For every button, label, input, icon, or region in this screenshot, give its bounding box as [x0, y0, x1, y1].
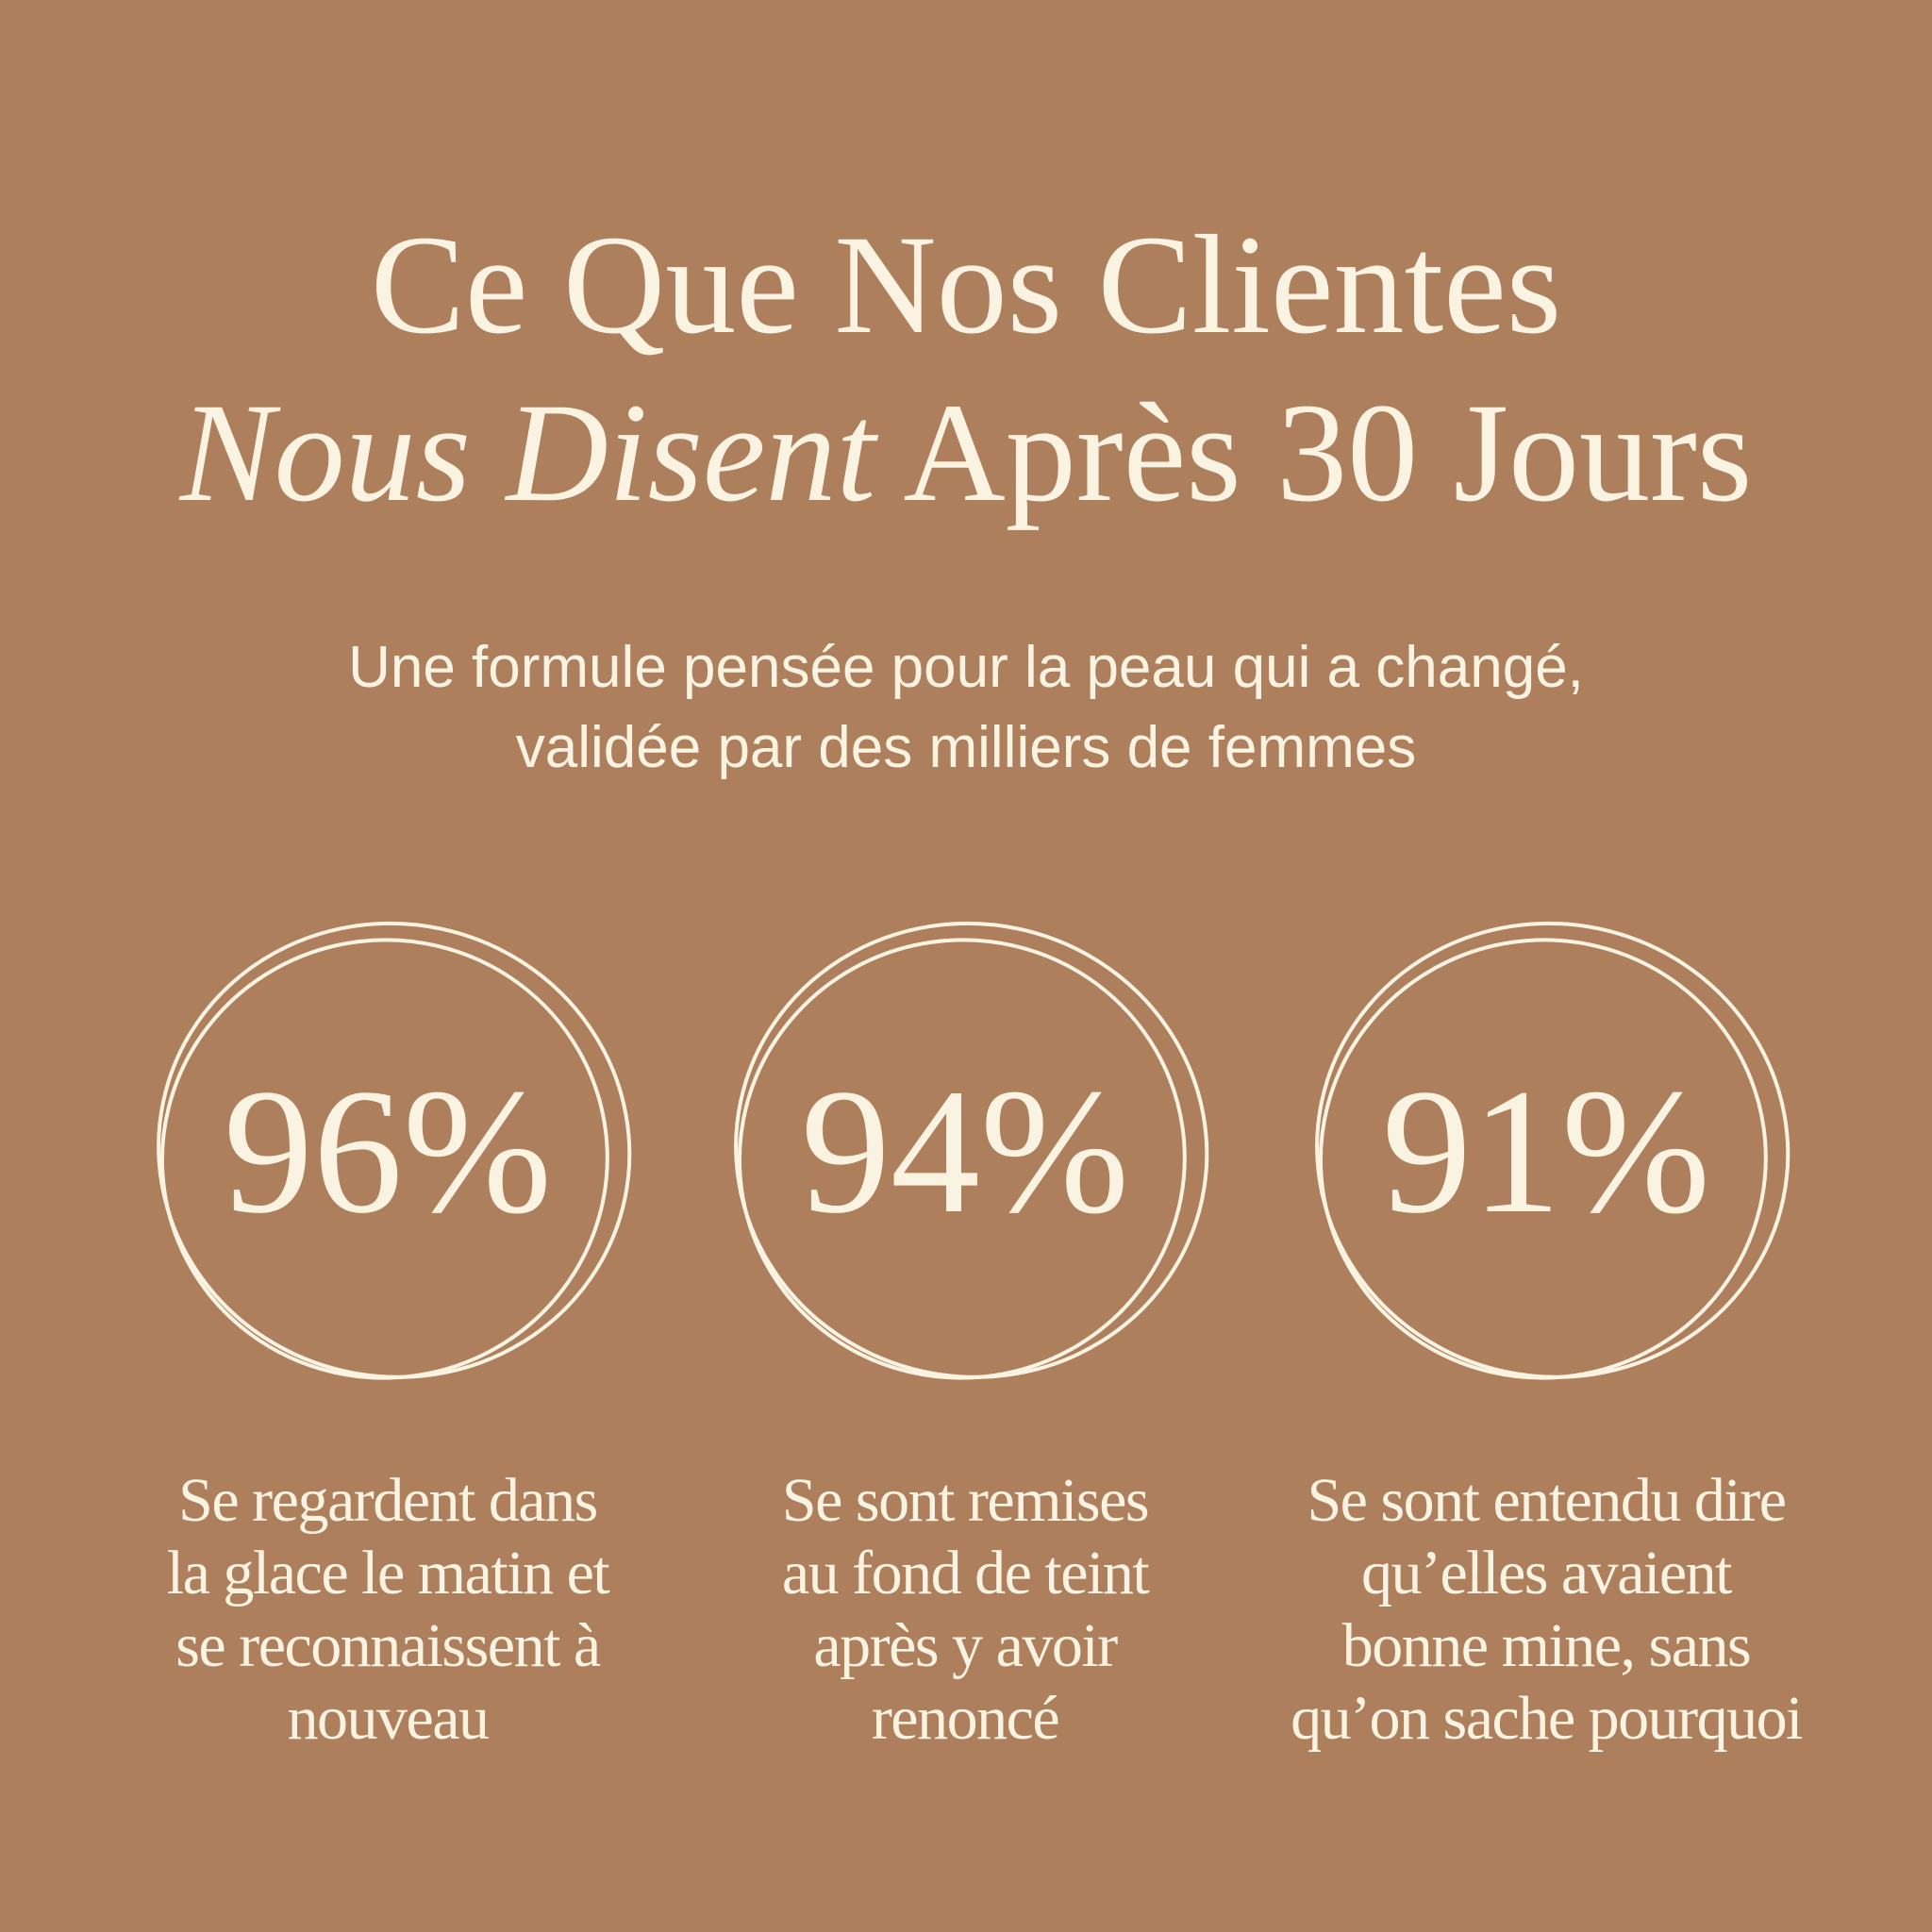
- stat-description: bonne mine, sans: [1342, 1611, 1750, 1680]
- stat-description: Se sont remises: [782, 1466, 1148, 1535]
- stat-description: la glace le matin et: [167, 1539, 610, 1607]
- stat-description: au fond de teint: [782, 1539, 1150, 1607]
- subtitle: Une formule pensée pour la peau qui a ch…: [348, 635, 1584, 700]
- title-line: Ce Que Nos Clientes: [371, 207, 1561, 363]
- stat-description: qu’elles avaient: [1361, 1539, 1732, 1607]
- subtitle: validée par des milliers de femmes: [516, 715, 1417, 780]
- stat-description: se reconnaissent à: [175, 1611, 601, 1680]
- stat-description: Se sont entendu dire: [1307, 1466, 1785, 1535]
- circle-outline: [157, 921, 632, 1379]
- stat-description: après y avoir: [813, 1611, 1118, 1680]
- stat-description: qu’on sache pourquoi: [1291, 1684, 1803, 1753]
- title-rest: Après 30 Jours: [903, 375, 1752, 531]
- stat-description: nouveau: [287, 1684, 489, 1753]
- stat-description: renoncé: [872, 1684, 1058, 1753]
- stat-description: Se regardent dans: [178, 1466, 597, 1535]
- title-line: Nous Disent Après 30 Jours: [178, 375, 1753, 531]
- stat-value: 96%: [224, 1053, 552, 1251]
- stat-value: 91%: [1382, 1053, 1710, 1251]
- title-space: [875, 375, 903, 531]
- circle-outline: [1315, 921, 1790, 1379]
- stat-value: 94%: [801, 1053, 1129, 1251]
- title-italic: Nous Disent: [178, 375, 879, 531]
- circle-outline: [734, 921, 1209, 1379]
